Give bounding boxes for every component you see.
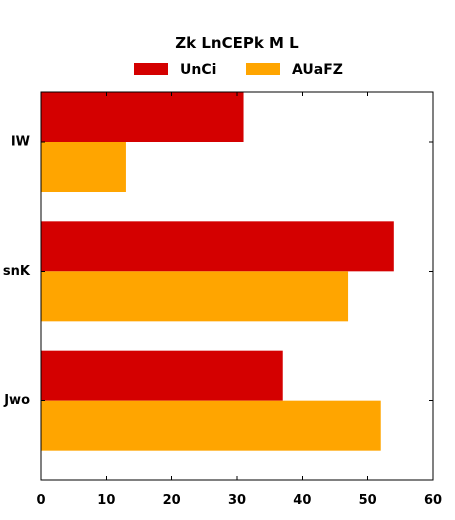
bars-group [41,92,394,451]
chart-title: Zk LnCEPk M L [175,34,299,52]
x-tick-label: 60 [424,493,442,508]
legend-label-auafz: AUaFZ [292,62,343,78]
x-tick-label: 50 [359,493,377,508]
x-tick-label: 20 [163,493,181,508]
legend: UnCi AUaFZ [134,62,343,78]
bar-auafz-iw [41,142,126,192]
legend-label-unci: UnCi [180,62,216,78]
x-tick-label: 40 [293,493,311,508]
y-tick-label-snk: snK [3,264,31,279]
y-tick-label-iw: IW [11,135,30,150]
bar-unci-iw [41,92,244,142]
ticks-group: 0 10 20 30 40 50 60 IW snK Jwo [3,92,442,508]
bar-unci-snk [41,221,394,272]
x-tick-label: 30 [228,493,246,508]
bar-unci-jwo [41,350,283,401]
bar-auafz-snk [41,271,349,322]
legend-swatch-auafz [246,63,280,75]
y-tick-label-jwo: Jwo [3,393,30,408]
x-tick-label: 0 [36,493,45,508]
legend-swatch-unci [134,63,168,75]
x-tick-label: 10 [97,493,115,508]
bar-auafz-jwo [41,400,381,451]
